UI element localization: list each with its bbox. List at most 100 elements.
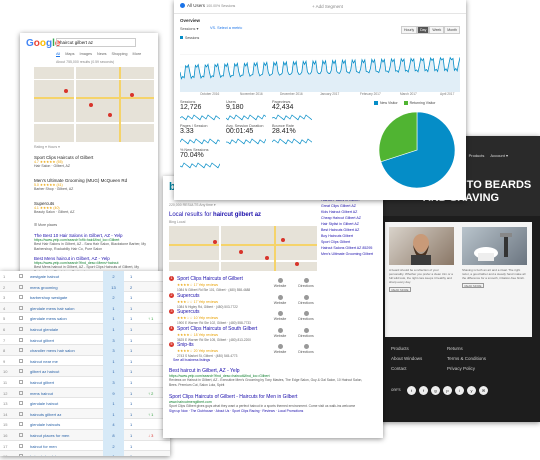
bing-local-listing[interactable]: 3 Supercuts ★★★☆☆ 10 Yelp reviews 1900 E Wa…: [169, 309, 319, 325]
row-checkbox[interactable]: [19, 422, 23, 427]
more-places-link[interactable]: ☰ More places: [34, 223, 58, 227]
google-organic-result[interactable]: The Best 10 Hair Salons in Gilbert, AZ -…: [34, 233, 147, 251]
instagram-icon[interactable]: i: [455, 386, 464, 395]
tab-news[interactable]: News: [96, 52, 107, 56]
segment-all-users[interactable]: All Users 100.00% Sessions: [180, 3, 235, 9]
footer-link[interactable]: Contact: [391, 366, 407, 371]
google-map-filters[interactable]: Rating ▾ Hours ▾: [34, 145, 60, 149]
tab-shopping[interactable]: Shopping: [111, 52, 128, 56]
see-all-listings-link[interactable]: See all business listings: [173, 358, 211, 362]
twitter-icon[interactable]: t: [407, 386, 416, 395]
tab-more[interactable]: More: [132, 52, 142, 56]
compare-metric-link[interactable]: VS. Select a metric: [210, 26, 243, 30]
website-button[interactable]: Website: [269, 327, 291, 338]
related-search-link[interactable]: Kids Haircut Gilbert AZ: [321, 210, 358, 214]
keyword-link[interactable]: glendale mens salon: [30, 316, 67, 322]
map-pin[interactable]: [265, 256, 269, 260]
map-pin[interactable]: [130, 93, 134, 97]
related-search-link[interactable]: Cheap Haircut Gilbert AZ: [321, 216, 361, 220]
related-search-link[interactable]: Hair Stylist in Gilbert AZ: [321, 222, 359, 226]
read-more-button[interactable]: READ MORE: [462, 283, 484, 288]
footer-link[interactable]: Terms & Conditions: [447, 356, 487, 361]
google-local-map[interactable]: [34, 67, 154, 142]
tab-maps[interactable]: Maps: [65, 52, 75, 56]
nav-products[interactable]: Products: [468, 153, 485, 158]
listing-name[interactable]: Sport Clips Haircuts of Gilbert: [177, 276, 243, 282]
related-search-link[interactable]: Boy Haircuts Gilbert: [321, 234, 353, 238]
related-search-link[interactable]: Best Haircuts Gilbert AZ: [321, 228, 360, 232]
google-local-item[interactable]: Sport Clips Haircuts of Gilbert 4.7 ★★★★…: [34, 155, 94, 168]
keyword-link[interactable]: haircuts gilbert az: [30, 411, 62, 417]
google-local-item[interactable]: Men's Ultimate Grooming (MUG) McQueen Rd…: [34, 178, 128, 191]
related-search-link[interactable]: Haircut Places in Gilbert: [321, 198, 360, 202]
sessions-line-chart[interactable]: [180, 42, 460, 92]
metric-tile[interactable]: Pageviews 42,434: [272, 100, 318, 122]
row-checkbox[interactable]: [19, 284, 23, 289]
nav-account[interactable]: Account ▾: [490, 153, 508, 158]
google-logo[interactable]: Google: [26, 38, 61, 49]
listing-name[interactable]: Sport Clips Haircuts of South Gilbert: [177, 325, 258, 332]
row-checkbox[interactable]: [19, 358, 23, 363]
related-search-link[interactable]: Great Clips Gilbert AZ: [321, 204, 356, 208]
overview-tab[interactable]: Overview: [180, 18, 201, 23]
row-checkbox[interactable]: [19, 316, 23, 321]
row-checkbox[interactable]: [19, 274, 23, 278]
google-local-item[interactable]: Supercuts 4.1 ★★★★ (40) Beauty Salon · G…: [34, 201, 75, 214]
keyword-link[interactable]: haircut near me: [30, 358, 58, 364]
keyword-link[interactable]: westgate haircut: [30, 274, 60, 279]
tab-images[interactable]: Images: [79, 52, 92, 56]
bing-organic-result[interactable]: Sport Clips Haircuts of Gilbert - Haircu…: [169, 394, 369, 413]
row-checkbox[interactable]: [19, 327, 23, 331]
row-checkbox[interactable]: [19, 390, 23, 395]
google-search-input[interactable]: haircut gilbert az: [56, 38, 136, 47]
bing-local-listing[interactable]: 5 Snip-its ★★★★☆ 20 Yelp reviews 2743 S Mar…: [169, 342, 319, 358]
metric-select[interactable]: Sessions ▾: [180, 27, 199, 31]
pie-slice-returning-visitor[interactable]: [378, 111, 418, 163]
row-checkbox[interactable]: [19, 443, 23, 448]
metric-tile[interactable]: Avg. Session Duration 00:01:45: [226, 124, 272, 146]
website-button[interactable]: Website: [269, 311, 291, 321]
metric-tile[interactable]: Bounce Rate 28.41%: [272, 124, 318, 146]
bing-local-listing[interactable]: 2 Supercuts ★★★☆☆ 17 Yelp reviews 1084 N Hi…: [169, 292, 319, 309]
read-more-button[interactable]: READ MORE: [389, 287, 411, 292]
bing-organic-result[interactable]: Best haircut in Gilbert, AZ - Yelp https…: [169, 368, 363, 387]
keyword-link[interactable]: haircut places for men: [30, 433, 70, 438]
row-checkbox[interactable]: [19, 295, 23, 300]
directions-button[interactable]: Directions: [295, 294, 317, 305]
keyword-link[interactable]: glendale mens hair salon: [30, 305, 75, 311]
keyword-link[interactable]: haircut for men: [30, 443, 57, 449]
map-pin[interactable]: [108, 113, 112, 117]
footer-link[interactable]: Products: [391, 346, 409, 351]
row-checkbox[interactable]: [19, 454, 23, 456]
keyword-link[interactable]: mens haircut: [30, 390, 53, 396]
hourly-button[interactable]: Hourly: [401, 26, 418, 34]
row-checkbox[interactable]: [19, 411, 23, 416]
row-checkbox[interactable]: [19, 401, 23, 406]
keyword-link[interactable]: haircut glendale: [30, 327, 59, 332]
blog-card[interactable]: Shaving is both an art and a ritual. The…: [462, 227, 527, 331]
map-pin[interactable]: [239, 250, 243, 254]
row-checkbox[interactable]: [19, 305, 23, 310]
related-search-link[interactable]: Men's Ultimate Grooming Gilbert: [321, 252, 374, 256]
pinterest-icon[interactable]: p: [443, 386, 452, 395]
bing-local-listing[interactable]: 4 Sport Clips Haircuts of South Gilbert ★★…: [169, 325, 319, 342]
row-checkbox[interactable]: [19, 433, 23, 437]
map-pin[interactable]: [281, 238, 285, 242]
keyword-link[interactable]: glendale haircut: [30, 401, 59, 407]
row-checkbox[interactable]: [19, 380, 23, 384]
metric-tile[interactable]: Users 9,180: [226, 100, 272, 122]
metric-tile[interactable]: % New Sessions 70.04%: [180, 148, 226, 170]
directions-button[interactable]: Directions: [295, 311, 317, 321]
keyword-link[interactable]: haircut gilbert: [30, 337, 55, 343]
pie-slice-new-visitor[interactable]: [380, 111, 456, 189]
map-pin[interactable]: [213, 240, 217, 244]
facebook-icon[interactable]: f: [419, 386, 428, 395]
blog-card[interactable]: A beard should be a reflection of your p…: [389, 227, 454, 331]
website-button[interactable]: Website: [269, 278, 291, 288]
metric-tile[interactable]: Pages / Session 3.33: [180, 124, 226, 146]
bing-local-heading[interactable]: Local results for haircut gilbert az: [169, 212, 262, 218]
email-icon[interactable]: ✉: [479, 386, 488, 395]
listing-name[interactable]: Supercuts: [177, 309, 200, 315]
keyword-link[interactable]: barbershop westgate: [30, 295, 68, 301]
directions-button[interactable]: Directions: [295, 278, 317, 288]
